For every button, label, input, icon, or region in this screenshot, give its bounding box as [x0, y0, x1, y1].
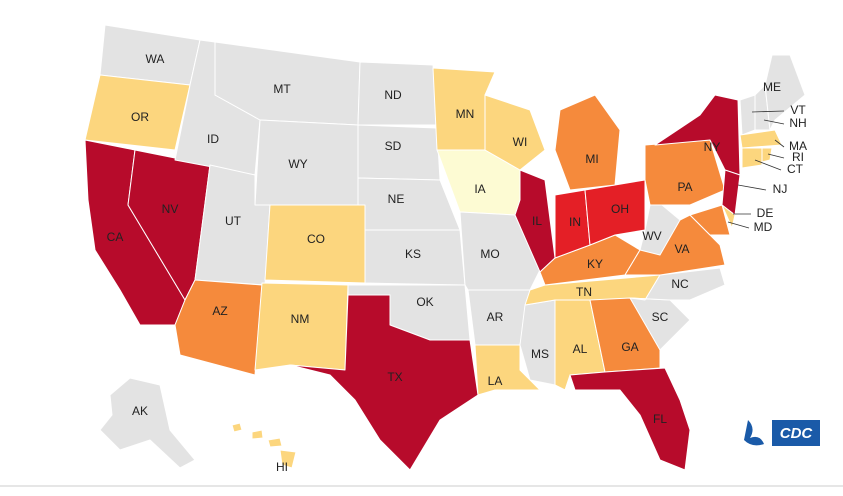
- state-label: LA: [488, 374, 503, 388]
- state-label: AR: [487, 310, 504, 324]
- state: [357, 177, 461, 231]
- state-label: IA: [474, 182, 485, 196]
- state-label: SD: [385, 139, 402, 153]
- leader-line: [774, 139, 785, 148]
- state-label: NJ: [773, 182, 788, 196]
- state-label: NM: [291, 312, 310, 326]
- state: [741, 147, 763, 169]
- state-label: FL: [653, 412, 667, 426]
- state-label: GA: [621, 340, 638, 354]
- state-label: VA: [674, 242, 689, 256]
- state: [289, 294, 479, 471]
- states: [84, 24, 806, 471]
- state-label: KS: [405, 247, 421, 261]
- state: [99, 377, 196, 469]
- leader-line: [727, 221, 750, 229]
- state-label: NV: [162, 202, 179, 216]
- state: [584, 179, 646, 246]
- state-label: RI: [792, 150, 804, 164]
- state-label: AZ: [212, 304, 227, 318]
- state: [174, 279, 263, 376]
- state-label: MD: [754, 220, 773, 234]
- state-label: IN: [569, 215, 581, 229]
- state: [484, 94, 546, 171]
- state: [231, 422, 243, 433]
- state-label: ID: [207, 132, 219, 146]
- state: [84, 74, 191, 151]
- state-label: OR: [131, 110, 149, 124]
- state-label: CO: [307, 232, 325, 246]
- state-label: OH: [611, 202, 629, 216]
- state-label: HI: [276, 460, 288, 474]
- state-label: CT: [787, 162, 804, 176]
- leader-line: [767, 153, 785, 159]
- state-label: DE: [757, 206, 774, 220]
- state-label: OK: [416, 295, 433, 309]
- state-label: MI: [585, 152, 598, 166]
- state: [689, 204, 731, 236]
- state: [254, 282, 349, 371]
- state-label: UT: [225, 214, 242, 228]
- state-label: NC: [671, 277, 689, 291]
- state: [721, 204, 736, 229]
- state: [519, 299, 556, 386]
- state-label: SC: [652, 310, 669, 324]
- state-label: AL: [573, 342, 588, 356]
- state-label: IL: [532, 214, 542, 228]
- state: [554, 94, 621, 191]
- state-label: VT: [790, 103, 806, 117]
- leader-line: [763, 119, 785, 125]
- state-label: WA: [146, 52, 165, 66]
- state-label: AK: [132, 404, 148, 418]
- state: [761, 147, 773, 163]
- state-label: CA: [107, 230, 124, 244]
- leader-line: [751, 110, 785, 113]
- state-label: TX: [387, 370, 402, 384]
- hhs-icon: [744, 420, 764, 446]
- state-label: ND: [384, 88, 402, 102]
- cdc-box: [772, 420, 820, 446]
- cdc-logo[interactable]: CDC: [744, 420, 820, 446]
- state-label: WY: [288, 157, 307, 171]
- state-label: MT: [273, 82, 291, 96]
- leader-line: [737, 184, 767, 191]
- state-label: NY: [704, 140, 721, 154]
- state-label: ME: [763, 80, 781, 94]
- state: [569, 367, 691, 471]
- state-label: NH: [789, 116, 806, 130]
- state-label: WV: [642, 229, 661, 243]
- state-island: [251, 429, 264, 440]
- state-label: MA: [789, 139, 807, 153]
- state-label: MN: [456, 107, 475, 121]
- state-label: WI: [513, 135, 528, 149]
- state-island: [267, 437, 283, 448]
- state-label: MO: [480, 247, 499, 261]
- leader-line: [754, 159, 782, 171]
- state-label: KY: [587, 257, 603, 271]
- cdc-text: CDC: [780, 425, 814, 442]
- state: [739, 94, 756, 136]
- state-labels: WA OR CA NV ID MT WY UT CO AZ NM ND SD NE KS OK TX MN IA MO…: [107, 52, 807, 474]
- state-label: MS: [531, 347, 549, 361]
- state: [654, 94, 741, 176]
- state-label: PA: [677, 180, 692, 194]
- state-label: NE: [388, 192, 405, 206]
- state-island: [279, 449, 297, 469]
- state-label: TN: [576, 285, 592, 299]
